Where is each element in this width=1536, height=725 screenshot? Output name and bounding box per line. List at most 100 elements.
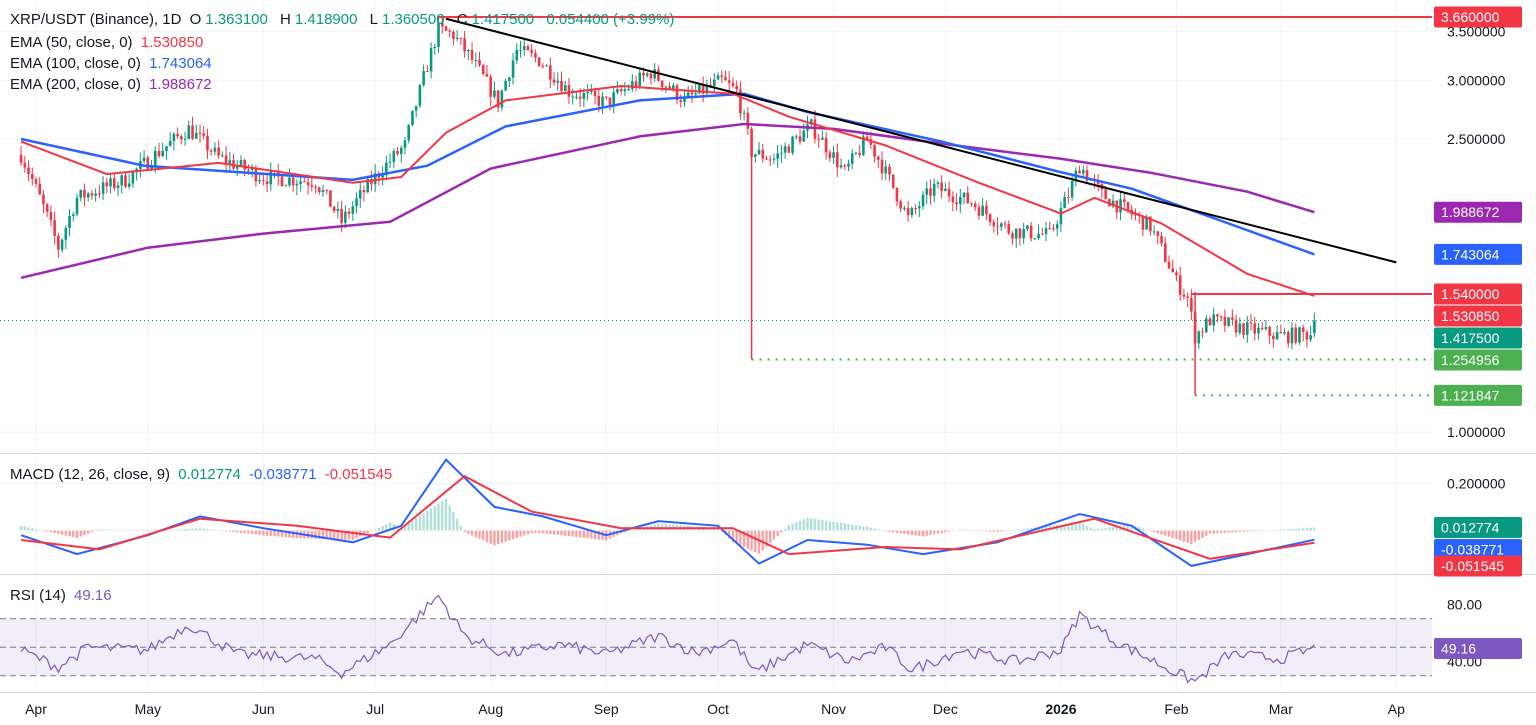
candle-body (165, 146, 168, 151)
macd-hist-bar (411, 520, 414, 531)
candle-body (1059, 208, 1063, 225)
macd-line (20, 458, 1315, 567)
price-tag: 1.988672 (1441, 204, 1500, 220)
macd-hist-bar (1268, 530, 1271, 531)
candle-body (489, 76, 492, 97)
candle-body (474, 59, 478, 61)
macd-hist-bar (1171, 530, 1174, 539)
candle-body (228, 160, 232, 164)
macd-hist-bar (79, 530, 82, 537)
macd-hist-bar (385, 524, 388, 531)
macd-hist-bar (977, 530, 981, 532)
low-value: 1.360500 (381, 11, 445, 28)
macd-hist-bar (344, 530, 347, 540)
macd-hist-bar (888, 530, 891, 532)
macd-hist-bar (332, 530, 336, 540)
macd-hist-bar (1063, 524, 1066, 531)
candle-body (157, 151, 161, 157)
candle-body (1171, 268, 1175, 273)
macd-hist-bar (731, 530, 735, 542)
macd-hist-bar (541, 530, 545, 534)
macd-hist-bar (974, 530, 977, 531)
candle-body (504, 80, 507, 91)
macd-hist-bar (862, 526, 865, 531)
ema200-legend[interactable]: EMA (200, close, 0) 1.988672 (10, 76, 216, 93)
rsi-legend[interactable]: RSI (14) 49.16 (10, 587, 116, 604)
candle-body (1313, 320, 1316, 334)
candle-body (448, 30, 451, 32)
macd-hist-bar (817, 519, 820, 531)
candle-body (64, 227, 68, 240)
candle-body (1201, 331, 1204, 333)
macd-hist-bar (57, 530, 60, 534)
macd-legend[interactable]: MACD (12, 26, close, 9) 0.012774 -0.0387… (10, 466, 396, 483)
candle-body (958, 197, 962, 205)
macd-hist-bar (388, 522, 392, 531)
macd-hist-bar (1022, 528, 1025, 531)
candle-body (929, 188, 932, 196)
candle-body (522, 46, 526, 50)
macd-hist-bar (1130, 524, 1133, 531)
candle-body (1141, 215, 1145, 230)
macd-hist-bar (1234, 530, 1238, 533)
candle-body (1163, 243, 1167, 262)
macd-hist-bar (895, 530, 899, 533)
macd-hist-bar (94, 530, 97, 532)
ema50-legend[interactable]: EMA (50, close, 0) 1.530850 (10, 34, 207, 51)
macd-hist-bar (262, 530, 265, 536)
x-tick-label: Nov (821, 701, 846, 717)
candle-body (429, 47, 433, 72)
macd-hist-bar (933, 530, 936, 535)
candle-body (701, 84, 705, 94)
macd-hist-bar (836, 522, 839, 531)
trendline[interactable] (445, 17, 1397, 264)
macd-hist-bar (191, 528, 194, 531)
macd-hist-bar (660, 523, 664, 531)
candle-body (988, 214, 992, 222)
candle-body (914, 208, 917, 210)
macd-hist-bar (1059, 524, 1063, 531)
candle-body (187, 125, 191, 139)
macd-hist-bar (1115, 526, 1119, 531)
candle-body (854, 152, 858, 154)
candle-body (109, 178, 112, 187)
macd-hist-bar (970, 530, 973, 531)
macd-hist-bar (105, 529, 109, 531)
candle-body (198, 132, 202, 134)
candle-body (1122, 199, 1126, 203)
macd-hist-bar (496, 530, 500, 545)
candle-body (1182, 294, 1186, 297)
candle-body (992, 221, 996, 227)
close-label: C (456, 11, 468, 28)
candle-body (1264, 326, 1268, 330)
candle-body (508, 77, 511, 81)
ema100-legend[interactable]: EMA (100, close, 0) 1.743064 (10, 55, 216, 72)
macd-hist-bar (1219, 530, 1223, 534)
macd-hist-bar (802, 519, 805, 531)
price-tag: 1.121847 (1441, 387, 1500, 403)
macd-hist-bar (1298, 528, 1301, 531)
candle-body (586, 91, 589, 94)
price-tag-bg (1434, 327, 1522, 349)
macd-hist-bar (277, 530, 280, 537)
macd-hist-bar (899, 530, 902, 534)
candle-body (724, 76, 727, 81)
candle-body (1197, 331, 1201, 344)
macd-hist-bar (1070, 523, 1074, 531)
macd-hist-bar (209, 529, 213, 531)
macd-hist-bar (273, 530, 276, 537)
price-tick-label: 3.000000 (1447, 73, 1506, 89)
macd-hist-bar (772, 530, 776, 540)
candle-body (627, 88, 630, 90)
macd-hist-bar (414, 518, 418, 531)
candle-body (1242, 323, 1245, 335)
candle-body (470, 49, 474, 60)
macd-hist-bar (448, 505, 451, 531)
macd-hist-bar (601, 530, 604, 540)
rsi-line (20, 594, 1315, 684)
macd-hist-bar (552, 530, 556, 535)
candle-body (373, 173, 377, 185)
candle-body (180, 136, 183, 139)
macd-hist-bar (906, 530, 910, 535)
